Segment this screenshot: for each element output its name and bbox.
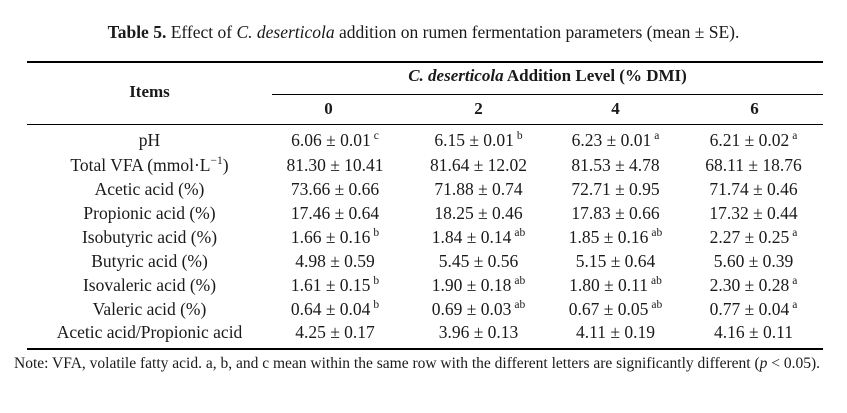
significance-letter: c bbox=[373, 130, 379, 142]
value-cell: 1.90 ± 0.18 ab bbox=[431, 275, 526, 295]
note-p-symbol: p bbox=[759, 355, 768, 372]
value-cell: 4.16 ± 0.11 bbox=[714, 322, 793, 342]
value-cell: 0.64 ± 0.04 b bbox=[290, 299, 380, 319]
value-cell: 2.27 ± 0.25 a bbox=[709, 227, 798, 247]
table-row: Butyric acid (%) 4.98 ± 0.59 5.45 ± 0.56 5.… bbox=[27, 251, 823, 275]
level-header-6: 6 bbox=[750, 99, 759, 118]
table-row: Total VFA (mmol·L−1) 81.30 ± 10.41 81.64 ±… bbox=[27, 155, 823, 179]
value-cell: 81.30 ± 10.41 bbox=[286, 155, 384, 175]
group-header-text: Addition Level (% DMI) bbox=[503, 66, 687, 85]
value-cell: 6.21 ± 0.02 a bbox=[709, 130, 798, 150]
value-cell: 0.77 ± 0.04 a bbox=[709, 299, 798, 319]
value-cell: 4.98 ± 0.59 bbox=[295, 251, 375, 271]
table-label: Table 5. bbox=[107, 22, 167, 42]
significance-letter: b bbox=[373, 227, 380, 239]
value-cell: 4.11 ± 0.19 bbox=[576, 322, 655, 342]
significance-letter: ab bbox=[514, 227, 526, 239]
value-cell: 71.74 ± 0.46 bbox=[709, 179, 798, 199]
significance-letter: b bbox=[516, 130, 523, 142]
value-cell: 18.25 ± 0.46 bbox=[434, 203, 523, 223]
table-row: Isovaleric acid (%) 1.61 ± 0.15 b 1.90 ± 0.… bbox=[27, 275, 823, 299]
table-caption: Table 5. Effect of C. deserticola additi… bbox=[0, 22, 847, 43]
table-row: pH 6.06 ± 0.01 c 6.15 ± 0.01 b 6.23 ± 0.01 a 6.… bbox=[27, 130, 823, 154]
significance-letter: ab bbox=[514, 299, 526, 311]
significance-letter: ab bbox=[651, 275, 662, 287]
value-cell: 1.80 ± 0.11 ab bbox=[569, 275, 662, 295]
value-cell: 17.83 ± 0.66 bbox=[571, 203, 660, 223]
significance-letter: b bbox=[373, 275, 380, 287]
table-row: Valeric acid (%) 0.64 ± 0.04 b 0.69 ± 0.03 a… bbox=[27, 299, 823, 323]
value-cell: 1.66 ± 0.16 b bbox=[290, 227, 380, 247]
caption-species: C. deserticola bbox=[236, 22, 335, 42]
value-cell: 5.45 ± 0.56 bbox=[438, 251, 519, 271]
row-item-label: Acetic acid (%) bbox=[94, 179, 205, 199]
value-cell: 17.46 ± 0.64 bbox=[290, 203, 380, 223]
caption-text-before: Effect of bbox=[166, 22, 237, 42]
note-text-after: < 0.05). bbox=[767, 355, 821, 372]
row-item-label: Acetic acid/Propionic acid bbox=[56, 322, 243, 342]
value-cell: 72.71 ± 0.95 bbox=[571, 179, 660, 199]
value-cell: 1.85 ± 0.16 ab bbox=[568, 227, 663, 247]
value-cell: 4.25 ± 0.17 bbox=[295, 322, 375, 342]
addition-level-header: C. deserticola Addition Level (% DMI) bbox=[272, 66, 823, 86]
significance-letter: ab bbox=[514, 275, 526, 287]
significance-letter: a bbox=[792, 275, 798, 287]
header-bottom-rule bbox=[27, 124, 823, 125]
table-row: Propionic acid (%) 17.46 ± 0.64 18.25 ± 0.… bbox=[27, 203, 823, 227]
caption-text-after: addition on rumen fermentation parameter… bbox=[334, 22, 740, 42]
value-cell: 0.67 ± 0.05 ab bbox=[568, 299, 663, 319]
table-row: Acetic acid/Propionic acid 4.25 ± 0.17 3.9… bbox=[27, 322, 823, 346]
significance-letter: a bbox=[792, 227, 798, 239]
significance-letter: a bbox=[654, 130, 660, 142]
row-item-label: Total VFA (mmol·L−1) bbox=[70, 155, 229, 175]
value-cell: 81.53 ± 4.78 bbox=[571, 155, 660, 175]
significance-letter: b bbox=[373, 299, 380, 311]
row-item-label: pH bbox=[138, 130, 161, 150]
value-cell: 1.84 ± 0.14 ab bbox=[431, 227, 526, 247]
value-cell: 73.66 ± 0.66 bbox=[290, 179, 380, 199]
value-cell: 17.32 ± 0.44 bbox=[709, 203, 798, 223]
value-cell: 71.88 ± 0.74 bbox=[434, 179, 523, 199]
table-row: Isobutyric acid (%) 1.66 ± 0.16 b 1.84 ± 0.… bbox=[27, 227, 823, 251]
row-item-label: Isobutyric acid (%) bbox=[81, 227, 218, 247]
value-cell: 3.96 ± 0.13 bbox=[438, 322, 519, 342]
value-cell: 68.11 ± 18.76 bbox=[705, 155, 802, 175]
value-cell: 5.60 ± 0.39 bbox=[713, 251, 794, 271]
row-item-label: Propionic acid (%) bbox=[83, 203, 216, 223]
significance-letter: ab bbox=[651, 227, 663, 239]
group-header-rule bbox=[272, 94, 823, 95]
group-header-species: C. deserticola bbox=[408, 66, 504, 85]
row-item-label: Butyric acid (%) bbox=[91, 251, 208, 271]
value-cell: 6.06 ± 0.01 c bbox=[291, 130, 379, 150]
unit-exponent: −1 bbox=[210, 155, 223, 167]
table-row: Acetic acid (%) 73.66 ± 0.66 71.88 ± 0.74 7… bbox=[27, 179, 823, 203]
level-header-4: 4 bbox=[611, 99, 620, 118]
value-cell: 5.15 ± 0.64 bbox=[575, 251, 656, 271]
items-column-header: Items bbox=[129, 82, 170, 101]
note-text-before: Note: VFA, volatile fatty acid. a, b, an… bbox=[14, 355, 760, 372]
value-cell: 2.30 ± 0.28 a bbox=[709, 275, 798, 295]
significance-letter: ab bbox=[651, 299, 663, 311]
value-cell: 81.64 ± 12.02 bbox=[429, 155, 528, 175]
significance-letter: a bbox=[792, 299, 798, 311]
value-cell: 1.61 ± 0.15 b bbox=[290, 275, 380, 295]
bottom-rule bbox=[27, 348, 823, 350]
table-note: Note: VFA, volatile fatty acid. a, b, an… bbox=[14, 354, 844, 373]
value-cell: 0.69 ± 0.03 ab bbox=[431, 299, 526, 319]
row-item-label: Isovaleric acid (%) bbox=[82, 275, 217, 295]
level-header-0: 0 bbox=[324, 99, 333, 118]
value-cell: 6.15 ± 0.01 b bbox=[434, 130, 523, 150]
significance-letter: a bbox=[792, 130, 798, 142]
row-item-label: Valeric acid (%) bbox=[92, 299, 207, 319]
value-cell: 6.23 ± 0.01 a bbox=[571, 130, 660, 150]
top-rule bbox=[27, 61, 823, 63]
level-header-2: 2 bbox=[474, 99, 483, 118]
